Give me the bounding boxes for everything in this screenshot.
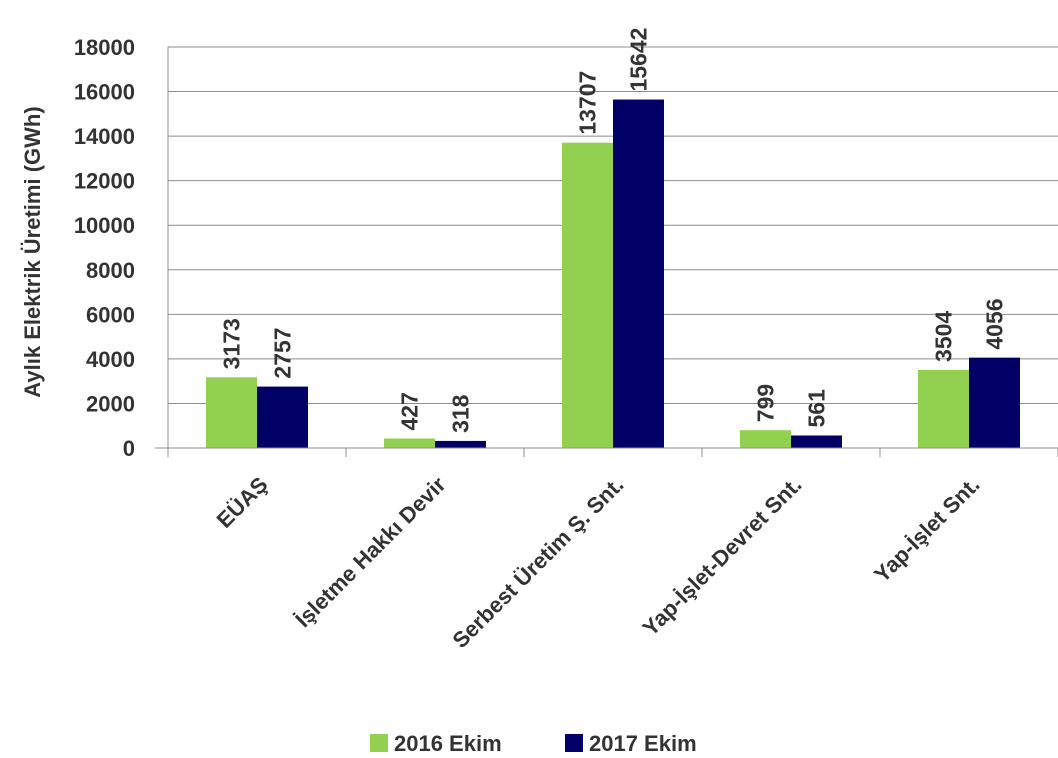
data-label: 3173 xyxy=(219,318,245,369)
bar xyxy=(969,357,1020,448)
y-tick-label: 14000 xyxy=(74,124,135,149)
y-tick-label: 6000 xyxy=(86,302,135,327)
y-axis-title: Aylık Elektrik Üretimi (GWh) xyxy=(20,106,45,397)
y-tick-label: 16000 xyxy=(74,80,135,105)
y-tick-labels: 0 2000 4000 6000 8000 10000 12000 14000 16000 180… xyxy=(74,35,135,461)
y-tick-label: 0 xyxy=(123,436,135,461)
x-category-label: Yap-İşlet Snt. xyxy=(869,472,984,587)
bar xyxy=(206,377,257,448)
bar xyxy=(613,99,664,448)
legend-swatch xyxy=(370,734,388,752)
y-tick-label: 8000 xyxy=(86,258,135,283)
y-tick-label: 4000 xyxy=(86,347,135,372)
bar xyxy=(435,440,486,448)
data-labels: 3173 2757 427 318 13707 15642 799 561 3504 4056 xyxy=(219,28,1008,433)
axes xyxy=(155,47,1058,457)
bars xyxy=(206,99,1020,449)
data-label: 3504 xyxy=(931,311,957,362)
bar xyxy=(384,438,435,448)
x-category-label: EÜAŞ xyxy=(212,472,273,533)
legend-label: 2017 Ekim xyxy=(589,731,697,756)
y-tick-label: 2000 xyxy=(86,391,135,416)
legend-swatch xyxy=(565,734,583,752)
bar xyxy=(918,369,969,448)
data-label: 2757 xyxy=(270,327,296,378)
data-label: 427 xyxy=(397,392,423,430)
data-label: 15642 xyxy=(626,28,652,92)
legend-label: 2016 Ekim xyxy=(394,731,502,756)
bar xyxy=(791,435,842,448)
y-tick-label: 12000 xyxy=(74,169,135,194)
data-label: 799 xyxy=(753,384,779,422)
bar xyxy=(562,142,613,449)
x-category-label: Serbest Üretim Ş. Snt. xyxy=(447,472,628,653)
bar xyxy=(257,386,308,448)
y-tick-label: 10000 xyxy=(74,213,135,238)
data-label: 4056 xyxy=(982,298,1008,349)
data-label: 561 xyxy=(804,389,830,428)
data-label: 318 xyxy=(448,394,474,433)
x-category-label: Yap-İşlet-Devret Snt. xyxy=(638,472,807,641)
y-tick-label: 18000 xyxy=(74,35,135,60)
data-label: 13707 xyxy=(575,71,601,135)
legend: 2016 Ekim 2017 Ekim xyxy=(370,731,697,756)
bar xyxy=(740,430,791,448)
x-category-label: İşletme Hakkı Devir xyxy=(290,472,451,633)
